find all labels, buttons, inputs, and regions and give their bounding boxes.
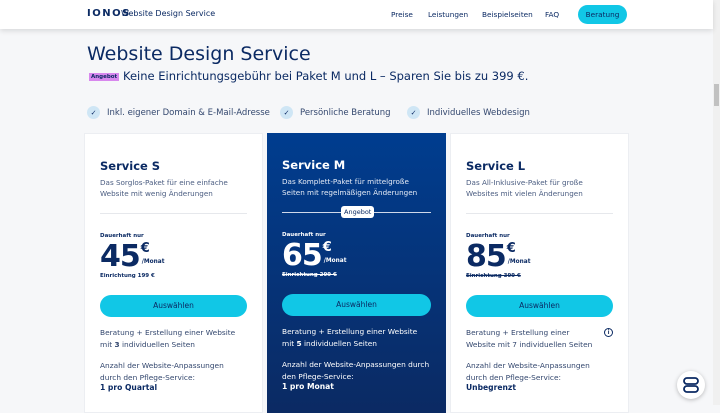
scope-post: individuellen Seiten xyxy=(119,339,195,349)
feature-item: ✓ Persönliche Beratung xyxy=(280,106,391,119)
feature-label: Persönliche Beratung xyxy=(300,107,391,118)
scope-pre: Beratung + Erstellung einer Website mit xyxy=(282,327,418,348)
price: 85 € /Monat xyxy=(466,242,613,272)
divider xyxy=(466,213,613,214)
scope-pages: 5 xyxy=(296,338,302,348)
nav-faq[interactable]: FAQ xyxy=(545,10,560,19)
feature-label: Inkl. eigener Domain & E-Mail-Adresse xyxy=(107,107,270,118)
chat-icon xyxy=(683,377,699,393)
offer-badge: Angebot xyxy=(341,206,375,218)
feature-label: Individuelles Webdesign xyxy=(427,107,530,118)
plan-card: Service M Das Komplett-Paket für mittelg… xyxy=(267,133,446,413)
page-title: Website Design Service xyxy=(87,43,311,65)
price-label: Dauerhaft nur xyxy=(466,233,510,239)
period: /Monat xyxy=(323,258,347,264)
currency: € xyxy=(322,240,332,255)
price-value: 65 xyxy=(282,238,323,273)
ionos-logo[interactable]: IONOS xyxy=(87,8,131,19)
scope-text: Beratung + Erstellung einer Website mit … xyxy=(100,327,247,350)
price: 45 € /Monat xyxy=(100,242,247,272)
divider xyxy=(100,213,247,214)
scope-post: individuellen Seiten xyxy=(301,338,377,348)
offer-badge: Angebot xyxy=(89,73,120,81)
select-button[interactable]: Auswählen xyxy=(100,295,247,317)
plan-name: Service M xyxy=(282,158,346,172)
price-value: 85 xyxy=(466,239,507,274)
price-label: Dauerhaft nur xyxy=(282,232,326,238)
info-icon[interactable]: i xyxy=(604,328,613,337)
plan-card: Service L Das All-Inklusive-Paket für gr… xyxy=(450,133,629,413)
nav-leistungen[interactable]: Leistungen xyxy=(428,10,469,19)
setup-fee: Einrichtung 199 € xyxy=(100,273,155,279)
scope-pages: 3 xyxy=(114,339,120,349)
feature-item: ✓ Individuelles Webdesign xyxy=(407,106,530,119)
check-icon: ✓ xyxy=(280,106,293,119)
select-button[interactable]: Auswählen xyxy=(282,294,431,316)
price-label: Dauerhaft nur xyxy=(100,233,144,239)
nav-preise[interactable]: Preise xyxy=(391,10,413,19)
top-nav: IONOS Website Design Service Preise Leis… xyxy=(0,0,713,29)
select-button[interactable]: Auswählen xyxy=(466,295,613,317)
beratung-button[interactable]: Beratung xyxy=(578,5,627,24)
plan-description: Das Komplett-Paket für mittelgroße Seite… xyxy=(282,177,418,197)
plan-card: Service S Das Sorglos-Paket für eine ein… xyxy=(84,133,263,413)
changes-value: 1 pro Monat xyxy=(282,382,334,391)
brand-name[interactable]: Website Design Service xyxy=(121,9,216,18)
promo-text: Keine Einrichtungsgebühr bei Paket M und… xyxy=(123,69,529,83)
scope-text: Beratung + Erstellung einer Website mit … xyxy=(466,327,613,350)
check-icon: ✓ xyxy=(87,106,100,119)
scrollbar[interactable] xyxy=(713,0,720,405)
setup-fee: Einrichtung 399 € xyxy=(466,273,521,279)
scope-pre: Beratung + Erstellung einer Website mit xyxy=(100,328,236,349)
setup-fee: Einrichtung 299 € xyxy=(282,272,337,278)
check-icon: ✓ xyxy=(407,106,420,119)
chat-button[interactable] xyxy=(677,371,705,399)
changes-value: Unbegrenzt xyxy=(466,383,516,392)
scrollbar-thumb[interactable] xyxy=(714,84,719,106)
period: /Monat xyxy=(507,259,531,265)
divider: Angebot xyxy=(282,206,431,218)
changes-label: Anzahl der Website-Anpassungen durch den… xyxy=(282,360,430,381)
currency: € xyxy=(140,241,150,256)
plan-name: Service S xyxy=(100,159,161,173)
changes-value: 1 pro Quartal xyxy=(100,383,158,392)
price: 65 € /Monat xyxy=(282,241,431,271)
scope-text: Beratung + Erstellung einer Website mit … xyxy=(282,326,431,349)
period: /Monat xyxy=(141,259,165,265)
plan-description: Das Sorglos-Paket für eine einfache Webs… xyxy=(100,178,228,198)
scope-pre: Beratung + Erstellung einer Website mit … xyxy=(466,328,593,349)
changes-label: Anzahl der Website-Anpassungen durch den… xyxy=(466,361,590,382)
currency: € xyxy=(506,241,516,256)
nav-beispielseiten[interactable]: Beispielseiten xyxy=(482,10,533,19)
changes-label: Anzahl der Website-Anpassungen durch den… xyxy=(100,361,224,382)
feature-item: ✓ Inkl. eigener Domain & E-Mail-Adresse xyxy=(87,106,270,119)
plan-description: Das All-Inklusive-Paket für große Websit… xyxy=(466,178,583,198)
price-value: 45 xyxy=(100,239,141,274)
plan-name: Service L xyxy=(466,159,526,173)
